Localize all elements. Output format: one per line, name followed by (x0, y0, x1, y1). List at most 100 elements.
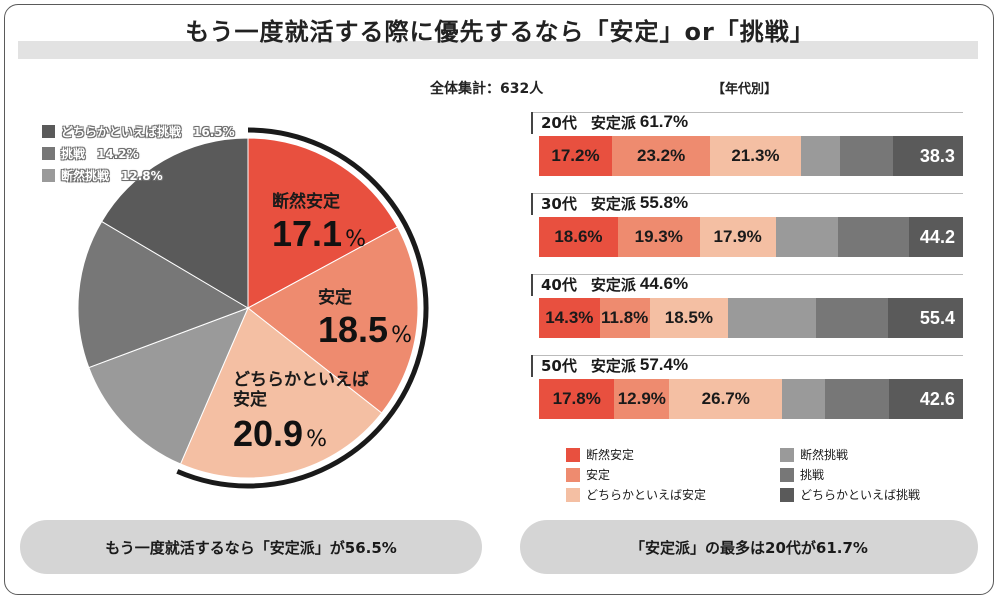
bar-segment-0: 17.8% (539, 379, 615, 419)
bar-legend-swatch (780, 487, 794, 502)
bar-legend-item: 安定 (566, 466, 610, 483)
bar-segment-2: 18.5% (649, 298, 729, 338)
pie-legend-label: 挑戦 14.2% (61, 146, 139, 161)
bar-legend-swatch (566, 487, 580, 502)
bar-legend-swatch (780, 447, 794, 462)
bar-legend-label: 安定 (586, 468, 611, 482)
pie-label-dangzen-antei: 断然安定 (272, 191, 340, 212)
stacked-bar-50代: 17.8% 12.9% 26.7% 42.6 (539, 379, 963, 419)
age-group-50代: 50代 安定派 57.4% 17.8% 12.9% 26.7% 42.6 (531, 355, 963, 423)
chart-frame (4, 4, 994, 595)
age-group-marker (531, 112, 533, 134)
bar-segment-0: 17.2% (539, 136, 612, 176)
age-label-age: 50代 (541, 356, 577, 375)
bar-segment-4 (824, 379, 890, 419)
pie-legend-swatch (42, 124, 55, 138)
bar-segment-4 (816, 298, 889, 338)
bar-legend-label: 断然安定 (586, 448, 635, 462)
summary-left-pill: もう一度就活するなら「安定派」が56.5% (20, 520, 482, 574)
pie-slice-1 (247, 226, 419, 414)
age-group-marker (531, 274, 533, 296)
bar-segment-1: 19.3% (617, 217, 700, 257)
bar-legend-label: 挑戦 (800, 468, 825, 482)
pie-stability-ring (176, 127, 429, 489)
age-label-type: 安定派 (590, 356, 636, 375)
pie-legend: どちらかといえば挑戦 16.5% 挑戦 14.2% 断然挑戦 12.8% (42, 120, 235, 186)
age-label-age: 30代 (541, 194, 577, 213)
bar-segment-2: 21.3% (710, 136, 801, 176)
age-group-label: 20代 安定派 61.7% (531, 112, 688, 132)
age-group-marker (531, 355, 533, 377)
bar-legend-item: 挑戦 (780, 466, 824, 483)
age-group-30代: 30代 安定派 55.8% 18.6% 19.3% 17.9% 44.2 (531, 193, 963, 261)
pie-label-dochira-antei-1: どちらかといえば (233, 370, 369, 390)
pie-pct-dangzen-antei: 17.1% (272, 213, 366, 254)
pie-slice-4 (77, 220, 250, 369)
bar-segment-1: 12.9% (614, 379, 670, 419)
bar-legend-label: どちらかといえば挑戦 (800, 488, 921, 502)
pie-legend-item: どちらかといえば挑戦 16.5% (42, 120, 235, 142)
summary-right-pill: 「安定派」の最多は20代が61.7% (520, 520, 978, 574)
pie-slice-2 (179, 307, 383, 479)
bar-legend-swatch (566, 447, 580, 462)
age-label-pct: 55.8% (639, 193, 689, 212)
bar-segment-4 (838, 217, 910, 257)
age-label-age: 20代 (541, 113, 577, 132)
pie-pct-antei: 18.5% (318, 309, 412, 350)
pie-slice-5 (100, 137, 249, 309)
age-label-type: 安定派 (590, 113, 636, 132)
bar-legend-label: どちらかといえば安定 (586, 488, 707, 502)
bar-segment-3 (782, 379, 825, 419)
title-band (18, 41, 978, 59)
pie-legend-item: 断然挑戦 12.8% (42, 164, 235, 186)
bar-legend: 断然安定安定どちらかといえば安定 断然挑戦挑戦どちらかといえば挑戦 (566, 446, 966, 506)
bar-segment-4 (840, 136, 893, 176)
stacked-bar-20代: 17.2% 23.2% 21.3% 38.3 (539, 136, 963, 176)
bar-segment-0: 18.6% (539, 217, 618, 257)
age-section-title: 【年代別】 (712, 82, 778, 97)
bar-segment-2: 17.9% (699, 217, 776, 257)
bar-legend-item: どちらかといえば挑戦 (780, 486, 920, 503)
bar-segment-1: 11.8% (599, 298, 650, 338)
pie-slice-0 (247, 137, 399, 309)
age-group-divider (531, 355, 963, 356)
age-label-pct: 44.6% (639, 274, 689, 293)
chart-title: もう一度就活する際に優先するなら「安定」or「挑戦」 (185, 18, 815, 46)
total-count-label: 全体集計：632人 (430, 81, 544, 97)
age-label-age: 40代 (541, 275, 577, 294)
age-group-40代: 40代 安定派 44.6% 14.3% 11.8% 18.5% 55.4 (531, 274, 963, 342)
bar-segment-5: 42.6 (889, 379, 963, 419)
age-group-label: 50代 安定派 57.4% (531, 355, 688, 375)
age-label-type: 安定派 (590, 275, 636, 294)
bar-segment-3 (800, 136, 841, 176)
age-group-marker (531, 193, 533, 215)
bar-legend-item: 断然挑戦 (780, 446, 848, 463)
age-group-label: 40代 安定派 44.6% (531, 274, 688, 294)
bar-segment-2: 26.7% (669, 379, 783, 419)
age-label-pct: 61.7% (639, 112, 689, 131)
bar-legend-swatch (566, 467, 580, 482)
bar-segment-5: 44.2 (909, 217, 963, 257)
pie-legend-swatch (42, 146, 55, 160)
age-group-divider (531, 112, 963, 113)
age-group-divider (531, 274, 963, 275)
bar-segment-3 (775, 217, 839, 257)
bar-segment-1: 23.2% (611, 136, 711, 176)
bar-legend-item: 断然安定 (566, 446, 634, 463)
bar-legend-label: 断然挑戦 (800, 448, 849, 462)
age-group-divider (531, 193, 963, 194)
bar-segment-3 (728, 298, 817, 338)
pie-legend-label: どちらかといえば挑戦 16.5% (61, 124, 235, 139)
pie-label-dochira-antei-2: 安定 (233, 389, 267, 410)
bar-segment-0: 14.3% (539, 298, 600, 338)
bar-legend-item: どちらかといえば安定 (566, 486, 706, 503)
age-label-pct: 57.4% (639, 355, 689, 374)
bar-segment-5: 38.3 (892, 136, 963, 176)
pie-legend-label: 断然挑戦 12.8% (61, 168, 163, 183)
pie-legend-item: 挑戦 14.2% (42, 142, 235, 164)
age-label-type: 安定派 (590, 194, 636, 213)
stacked-bar-40代: 14.3% 11.8% 18.5% 55.4 (539, 298, 963, 338)
bar-segment-5: 55.4 (888, 298, 963, 338)
pie-legend-swatch (42, 168, 55, 182)
